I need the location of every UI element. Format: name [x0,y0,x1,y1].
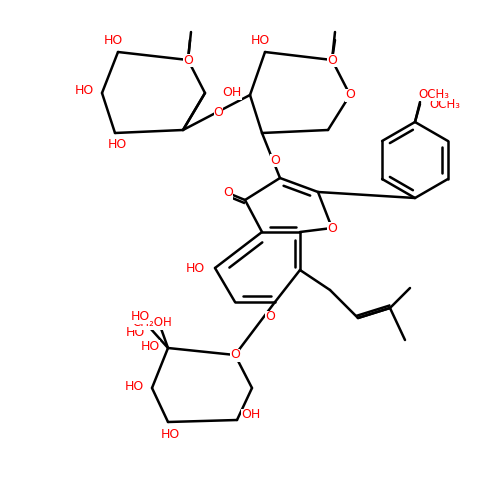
Text: O: O [223,186,233,200]
Text: HO: HO [124,380,144,392]
Text: HO: HO [186,262,204,274]
Text: O: O [345,88,355,102]
Text: O: O [270,154,280,166]
Text: CH₂OH: CH₂OH [132,316,172,330]
Text: HO: HO [250,34,270,46]
Text: OCH₃: OCH₃ [418,88,449,101]
Text: HO: HO [140,340,160,352]
Text: O: O [327,54,337,66]
Text: O: O [430,98,440,110]
Text: O: O [265,310,275,324]
Text: OH: OH [222,86,242,100]
Text: HO: HO [126,326,144,340]
Text: HO: HO [74,84,94,98]
Text: HO: HO [108,138,126,151]
Text: HO: HO [104,34,122,46]
Text: OH: OH [242,408,260,422]
Text: O: O [327,222,337,234]
Text: HO: HO [160,428,180,440]
Text: O: O [230,348,240,362]
Text: O: O [183,54,193,66]
Text: HO: HO [130,310,150,324]
Text: O: O [214,106,224,119]
Text: OCH₃: OCH₃ [429,98,460,110]
